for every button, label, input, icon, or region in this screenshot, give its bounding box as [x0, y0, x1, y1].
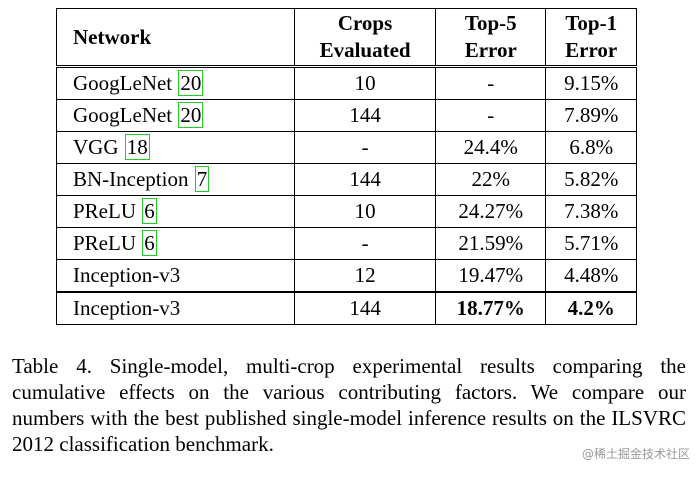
network-cell: Inception-v3 [55, 291, 296, 325]
network-cell: GoogLeNet 20 [55, 66, 296, 100]
network-name: GoogLeNet [73, 103, 173, 127]
network-name: VGG [73, 135, 119, 159]
network-cell: PReLU 6 [55, 227, 296, 260]
header-top1-error: Top-1 Error [545, 8, 637, 68]
top1-cell: 9.15% [545, 66, 637, 100]
citation-link[interactable]: 6 [142, 198, 157, 224]
crops-cell: 144 [294, 99, 437, 132]
network-name: BN-Inception [73, 167, 189, 191]
citation-link[interactable]: 7 [194, 166, 210, 192]
table-row: GoogLeNet 20 144 - 7.89% [55, 99, 637, 132]
citation-link[interactable]: 20 [178, 102, 204, 128]
table-caption: Table 4. Single-model, multi-crop experi… [12, 354, 686, 456]
table-row: BN-Inception 7 144 22% 5.82% [55, 163, 637, 196]
top1-cell: 4.48% [545, 259, 637, 293]
table-row: Inception-v3 144 18.77% 4.2% [55, 291, 637, 325]
header-top5-error: Top-5 Error [435, 8, 547, 68]
top5-cell: 24.27% [435, 195, 547, 228]
watermark: @稀土掘金技术社区 [581, 447, 690, 461]
header-crops-evaluated: Crops Evaluated [294, 8, 437, 68]
header-top1-line1: Top-1 [565, 11, 618, 35]
header-crops-line1: Crops [337, 11, 393, 35]
crops-cell: 144 [294, 291, 437, 325]
network-name: PReLU [73, 231, 136, 255]
crops-cell: 10 [294, 195, 437, 228]
header-network: Network [55, 8, 296, 68]
header-top1-line2: Error [565, 38, 618, 62]
network-name: Inception-v3 [73, 296, 181, 320]
top1-cell: 5.82% [545, 163, 637, 196]
top1-cell: 5.71% [545, 227, 637, 260]
table-row: PReLU 6 10 24.27% 7.38% [55, 195, 637, 228]
network-name: Inception-v3 [73, 263, 181, 287]
top5-cell: 24.4% [435, 131, 547, 164]
network-cell: BN-Inception 7 [55, 163, 296, 196]
network-name: GoogLeNet [73, 71, 173, 95]
top1-cell: 7.89% [545, 99, 637, 132]
citation-link[interactable]: 6 [142, 230, 157, 256]
network-name: PReLU [73, 199, 136, 223]
top5-cell-best: 18.77% [435, 291, 547, 325]
results-table: Network Crops Evaluated Top-5 Error Top-… [55, 8, 637, 325]
crops-cell: - [294, 227, 437, 260]
top5-cell: - [435, 66, 547, 100]
crops-cell: 10 [294, 66, 437, 100]
citation-link[interactable]: 18 [124, 134, 150, 160]
table-row: PReLU 6 - 21.59% 5.71% [55, 227, 637, 260]
crops-cell: - [294, 131, 437, 164]
network-cell: GoogLeNet 20 [55, 99, 296, 132]
top1-cell-best: 4.2% [545, 291, 637, 325]
crops-cell: 144 [294, 163, 437, 196]
network-cell: PReLU 6 [55, 195, 296, 228]
network-cell: VGG 18 [55, 131, 296, 164]
header-top5-line2: Error [464, 38, 517, 62]
top5-cell: 22% [435, 163, 547, 196]
table-header-row: Network Crops Evaluated Top-5 Error Top-… [55, 8, 637, 68]
top1-cell: 6.8% [545, 131, 637, 164]
citation-link[interactable]: 20 [178, 70, 204, 96]
header-top5-line1: Top-5 [464, 11, 517, 35]
header-crops-line2: Evaluated [319, 38, 411, 62]
network-cell: Inception-v3 [55, 259, 296, 293]
top1-cell: 7.38% [545, 195, 637, 228]
top5-cell: 21.59% [435, 227, 547, 260]
table-row: GoogLeNet 20 10 - 9.15% [55, 66, 637, 100]
table-row: VGG 18 - 24.4% 6.8% [55, 131, 637, 164]
table-row: Inception-v3 12 19.47% 4.48% [55, 259, 637, 293]
top5-cell: - [435, 99, 547, 132]
crops-cell: 12 [294, 259, 437, 293]
top5-cell: 19.47% [435, 259, 547, 293]
